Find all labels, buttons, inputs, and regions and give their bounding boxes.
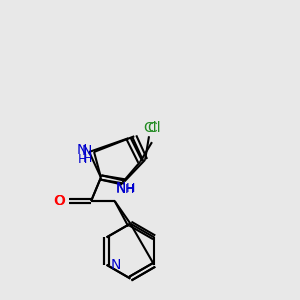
Text: N: N	[116, 182, 126, 196]
Text: O: O	[54, 194, 64, 208]
Text: N: N	[77, 143, 87, 157]
Text: H: H	[78, 153, 87, 166]
Text: H: H	[124, 183, 134, 196]
Text: H: H	[83, 152, 92, 165]
Text: N: N	[116, 181, 126, 195]
Text: Cl: Cl	[147, 121, 161, 135]
Text: H: H	[125, 182, 135, 195]
Text: N: N	[82, 144, 92, 158]
Text: O: O	[55, 194, 66, 208]
Text: N: N	[110, 258, 121, 272]
Text: Cl: Cl	[143, 122, 157, 135]
